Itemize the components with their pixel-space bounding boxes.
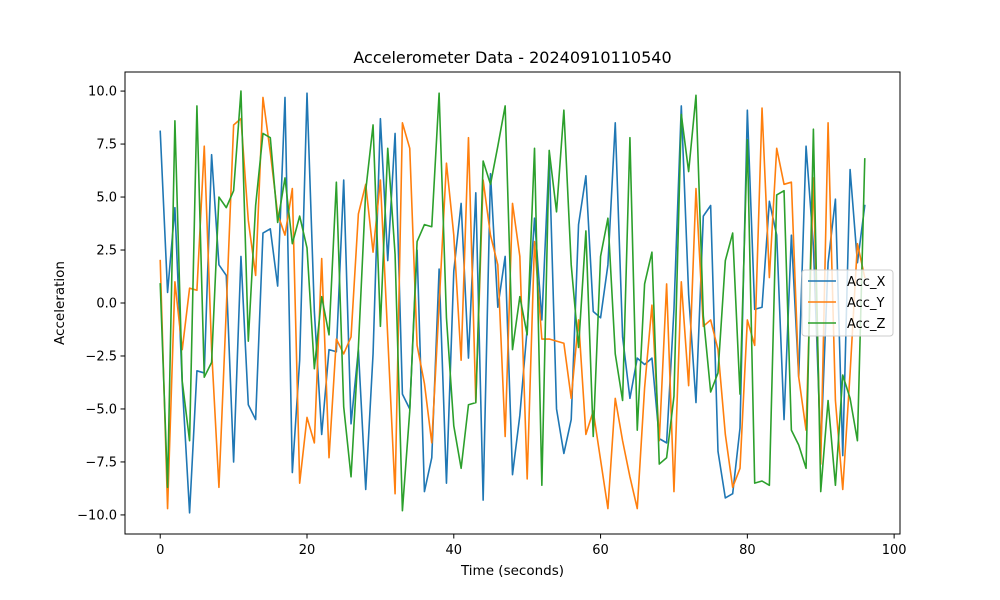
x-tick-label: 60 xyxy=(592,543,609,558)
legend-label-acc-x: Acc_X xyxy=(847,275,885,290)
x-axis: 0 20 40 60 80 100 xyxy=(156,534,907,558)
x-tick-label: 100 xyxy=(882,543,907,558)
y-tick-label: −10.0 xyxy=(77,508,117,523)
y-axis: −10.0 −7.5 −5.0 −2.5 0.0 2.5 5.0 7.5 10.0 xyxy=(77,85,125,523)
series-layer xyxy=(159,90,866,514)
legend-box xyxy=(801,269,894,337)
series-line-acc-x xyxy=(159,92,866,514)
legend-label-acc-y: Acc_Y xyxy=(847,296,884,311)
x-tick-label: 40 xyxy=(446,543,463,558)
x-axis-label: Time (seconds) xyxy=(460,563,564,579)
y-tick-label: 7.5 xyxy=(96,138,117,153)
x-tick-label: 0 xyxy=(156,543,164,558)
x-tick-label: 80 xyxy=(739,543,756,558)
y-tick-label: −5.0 xyxy=(85,402,117,417)
y-tick-label: −2.5 xyxy=(85,349,117,364)
chart-title: Accelerometer Data - 20240910110540 xyxy=(353,48,671,67)
legend: Acc_X Acc_Y Acc_Z xyxy=(801,269,894,337)
y-axis-label: Acceleration xyxy=(52,261,68,345)
y-tick-label: 0.0 xyxy=(96,297,117,312)
y-tick-label: 5.0 xyxy=(96,191,117,206)
x-tick-label: 20 xyxy=(299,543,316,558)
y-tick-label: 10.0 xyxy=(88,85,117,100)
y-tick-label: −7.5 xyxy=(85,455,117,470)
legend-label-acc-z: Acc_Z xyxy=(847,317,885,332)
y-tick-label: 2.5 xyxy=(96,244,117,259)
series-line-acc-z xyxy=(159,90,866,512)
